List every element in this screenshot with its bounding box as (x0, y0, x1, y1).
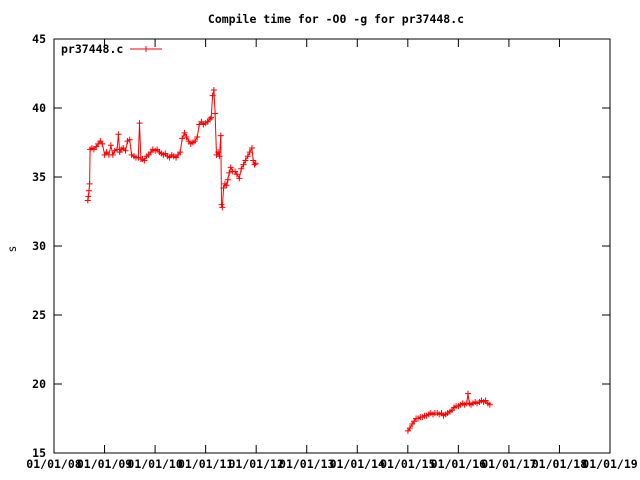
series-line (407, 393, 491, 432)
data-point (233, 171, 240, 178)
data-point (86, 180, 93, 187)
data-point (183, 133, 190, 140)
data-point (210, 87, 217, 94)
series-line (87, 89, 257, 208)
y-tick-label: 25 (32, 308, 46, 322)
data-point (486, 401, 493, 408)
data-point (227, 164, 234, 171)
data-point (219, 204, 226, 211)
data-point (224, 176, 231, 183)
data-point (220, 185, 227, 192)
data-point (216, 153, 223, 160)
x-tick-label: 01/01/11 (178, 457, 233, 471)
data-point (115, 131, 122, 138)
data-point (218, 201, 225, 208)
y-tick-label: 35 (32, 170, 46, 184)
data-point (223, 182, 230, 189)
data-point (251, 161, 258, 168)
data-point (109, 151, 116, 158)
axes: 1520253035404501/01/0801/01/0901/01/1001… (26, 32, 637, 471)
x-tick-label: 01/01/18 (532, 457, 587, 471)
data-point (84, 197, 91, 204)
x-tick-label: 01/01/19 (582, 457, 637, 471)
data-point (99, 140, 106, 147)
legend: pr37448.c (61, 42, 162, 56)
data-point (209, 92, 216, 99)
y-tick-label: 15 (32, 446, 46, 460)
data-point (240, 161, 247, 168)
legend-label: pr37448.c (61, 42, 123, 56)
x-tick-label: 01/01/09 (77, 457, 132, 471)
data-point (464, 390, 471, 397)
data-point (244, 153, 251, 160)
data-point (86, 187, 93, 194)
data-point (194, 133, 201, 140)
x-tick-label: 01/01/13 (279, 457, 334, 471)
data-point (236, 175, 243, 182)
y-tick-label: 30 (32, 239, 46, 253)
x-tick-label: 01/01/10 (127, 457, 182, 471)
data-point (206, 116, 213, 123)
data-point (179, 135, 186, 142)
plot-border (53, 38, 611, 454)
data-point (252, 160, 259, 167)
data-point (85, 193, 92, 200)
x-tick-label: 01/01/16 (431, 457, 486, 471)
data-point (215, 149, 222, 156)
x-tick-label: 01/01/17 (481, 457, 536, 471)
data-point (226, 169, 233, 176)
data-point (191, 138, 198, 145)
y-tick-label: 45 (32, 32, 46, 46)
data-point (116, 149, 123, 156)
data-point (141, 157, 148, 164)
x-tick-label: 01/01/12 (228, 457, 283, 471)
x-tick-label: 01/01/08 (26, 457, 81, 471)
data-point (217, 132, 224, 139)
data-point (136, 120, 143, 127)
data-point (212, 110, 219, 117)
data-point (246, 149, 253, 156)
data-point (238, 165, 245, 172)
data-point (177, 149, 184, 156)
data-point (406, 425, 413, 432)
data-point (126, 136, 133, 143)
legend-marker (143, 46, 149, 52)
data-point (242, 157, 249, 164)
data-point (181, 129, 188, 136)
data-point (208, 114, 215, 121)
data-point (107, 142, 114, 149)
series-layer (84, 87, 493, 434)
y-tick-label: 40 (32, 101, 46, 115)
data-point (135, 154, 142, 161)
x-tick-label: 01/01/15 (380, 457, 435, 471)
y-tick-label: 20 (32, 377, 46, 391)
data-point (248, 145, 255, 152)
x-tick-label: 01/01/14 (330, 457, 385, 471)
chart-title: Compile time for -O0 -g for pr37448.c (208, 12, 464, 26)
data-point (122, 147, 129, 154)
y-axis-label: s (5, 246, 19, 253)
